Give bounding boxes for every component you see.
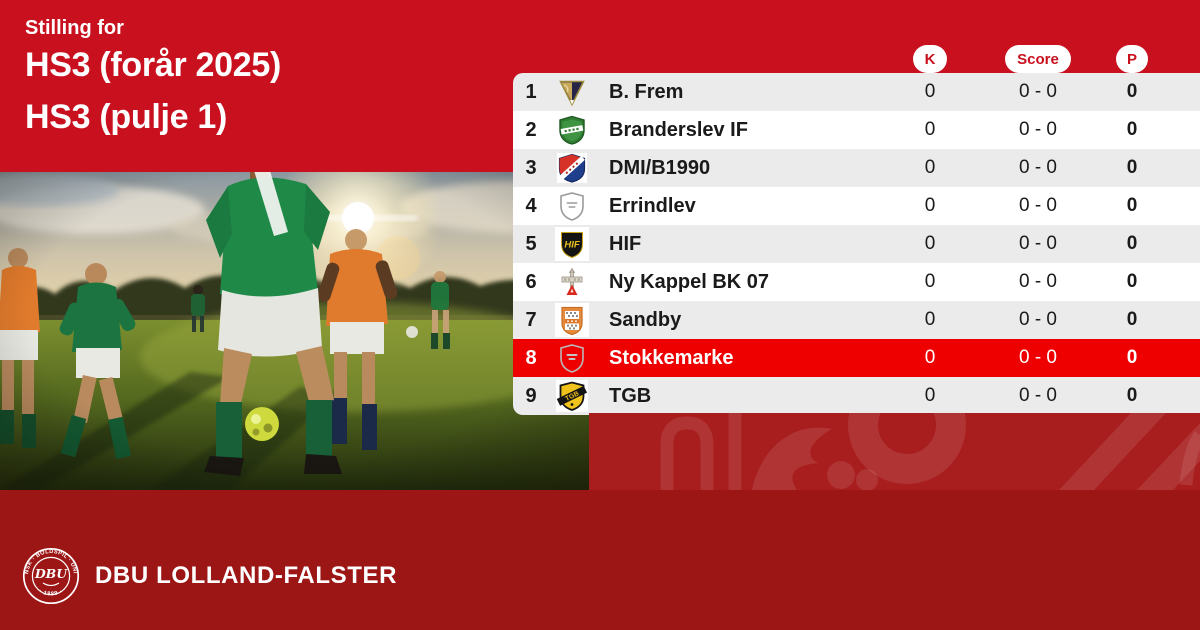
table-row: 2 Branderslev IF 0 0 - 0 0 <box>513 111 1200 149</box>
table-row: 5 HIF HIF 0 0 - 0 0 <box>513 225 1200 263</box>
played-cell: 0 <box>924 119 936 140</box>
played-cell: 0 <box>924 233 936 254</box>
column-header-score: Score <box>1005 45 1071 73</box>
points-cell: 0 <box>1126 309 1138 330</box>
eyebrow-label: Stilling for <box>25 17 124 39</box>
team-name: TGB <box>609 384 652 407</box>
position-cell: 1 <box>525 80 537 103</box>
page-title-line2: HS3 (pulje 1) <box>25 98 228 136</box>
table-row: 1 B. Frem 0 0 - 0 0 <box>513 73 1200 111</box>
played-cell: 0 <box>924 195 936 216</box>
team-name: DMI/B1990 <box>609 156 711 179</box>
position-cell: 3 <box>525 156 537 179</box>
position-cell: 4 <box>525 194 537 217</box>
score-cell: 0 - 0 <box>1018 157 1058 178</box>
table-row: 7 Sandby 0 0 - 0 0 <box>513 301 1200 339</box>
score-cell: 0 - 0 <box>1018 195 1058 216</box>
points-cell: 0 <box>1126 157 1138 178</box>
points-cell: 0 <box>1126 347 1138 368</box>
points-cell: 0 <box>1126 195 1138 216</box>
dbu-crest-watermark <box>589 413 1200 490</box>
table-row: 3 DMI/B1990 0 0 - 0 0 <box>513 149 1200 187</box>
generic-club-crest-icon <box>555 189 589 223</box>
sandby-crest-icon <box>555 303 589 337</box>
column-header-played: K <box>913 45 947 73</box>
position-cell: 5 <box>525 232 537 255</box>
team-name: Branderslev IF <box>609 118 748 141</box>
position-cell: 9 <box>525 384 537 407</box>
b-frem-crest-icon <box>555 75 589 109</box>
svg-text:· 1889 ·: · 1889 · <box>38 588 64 597</box>
played-cell: 0 <box>924 271 936 292</box>
played-cell: 0 <box>924 309 936 330</box>
team-name: Ny Kappel BK 07 <box>609 270 770 293</box>
match-photo <box>0 172 589 490</box>
played-cell: 0 <box>924 347 936 368</box>
dmi-b1990-crest-icon <box>555 151 589 185</box>
column-header-points: P <box>1116 45 1148 73</box>
position-cell: 6 <box>525 270 537 293</box>
team-name: Sandby <box>609 308 682 331</box>
dbu-logo: DANSK · BOLDSPIL · UNION · 1889 · DBU <box>22 547 80 605</box>
page-title-line1: HS3 (forår 2025) <box>25 46 281 84</box>
branderslev-crest-icon <box>555 113 589 147</box>
points-cell: 0 <box>1126 233 1138 254</box>
points-cell: 0 <box>1126 385 1138 406</box>
table-row: 9 TGB TGB 0 0 - 0 0 <box>513 377 1200 415</box>
score-cell: 0 - 0 <box>1018 81 1058 102</box>
score-cell: 0 - 0 <box>1018 385 1058 406</box>
team-name: Errindlev <box>609 194 696 217</box>
table-row-highlighted: 8 Stokkemarke 0 0 - 0 0 <box>513 339 1200 377</box>
org-name: DBU LOLLAND-FALSTER <box>95 562 398 589</box>
position-cell: 7 <box>525 308 537 331</box>
tgb-crest-icon: TGB <box>555 379 589 413</box>
svg-text:HIF: HIF <box>564 240 580 251</box>
position-cell: 8 <box>525 346 537 369</box>
standings-table: 1 B. Frem 0 0 - 0 0 2 Branderslev IF 0 0… <box>513 73 1200 415</box>
played-cell: 0 <box>924 385 936 406</box>
points-cell: 0 <box>1126 271 1138 292</box>
played-cell: 0 <box>924 81 936 102</box>
team-name: HIF <box>609 232 642 255</box>
score-cell: 0 - 0 <box>1018 233 1058 254</box>
score-cell: 0 - 0 <box>1018 119 1058 140</box>
table-row: 6 Ny Kappel BK 07 0 0 - 0 0 <box>513 263 1200 301</box>
score-cell: 0 - 0 <box>1018 271 1058 292</box>
generic-club-crest-icon <box>555 341 589 375</box>
played-cell: 0 <box>924 157 936 178</box>
hif-crest-icon: HIF <box>555 227 589 261</box>
svg-text:DBU: DBU <box>34 566 68 581</box>
team-name: B. Frem <box>609 80 684 103</box>
score-cell: 0 - 0 <box>1018 347 1058 368</box>
team-name: Stokkemarke <box>609 346 734 369</box>
points-cell: 0 <box>1126 81 1138 102</box>
points-cell: 0 <box>1126 119 1138 140</box>
position-cell: 2 <box>525 118 537 141</box>
score-cell: 0 - 0 <box>1018 309 1058 330</box>
table-row: 4 Errindlev 0 0 - 0 0 <box>513 187 1200 225</box>
ny-kappel-crest-icon <box>555 265 589 299</box>
